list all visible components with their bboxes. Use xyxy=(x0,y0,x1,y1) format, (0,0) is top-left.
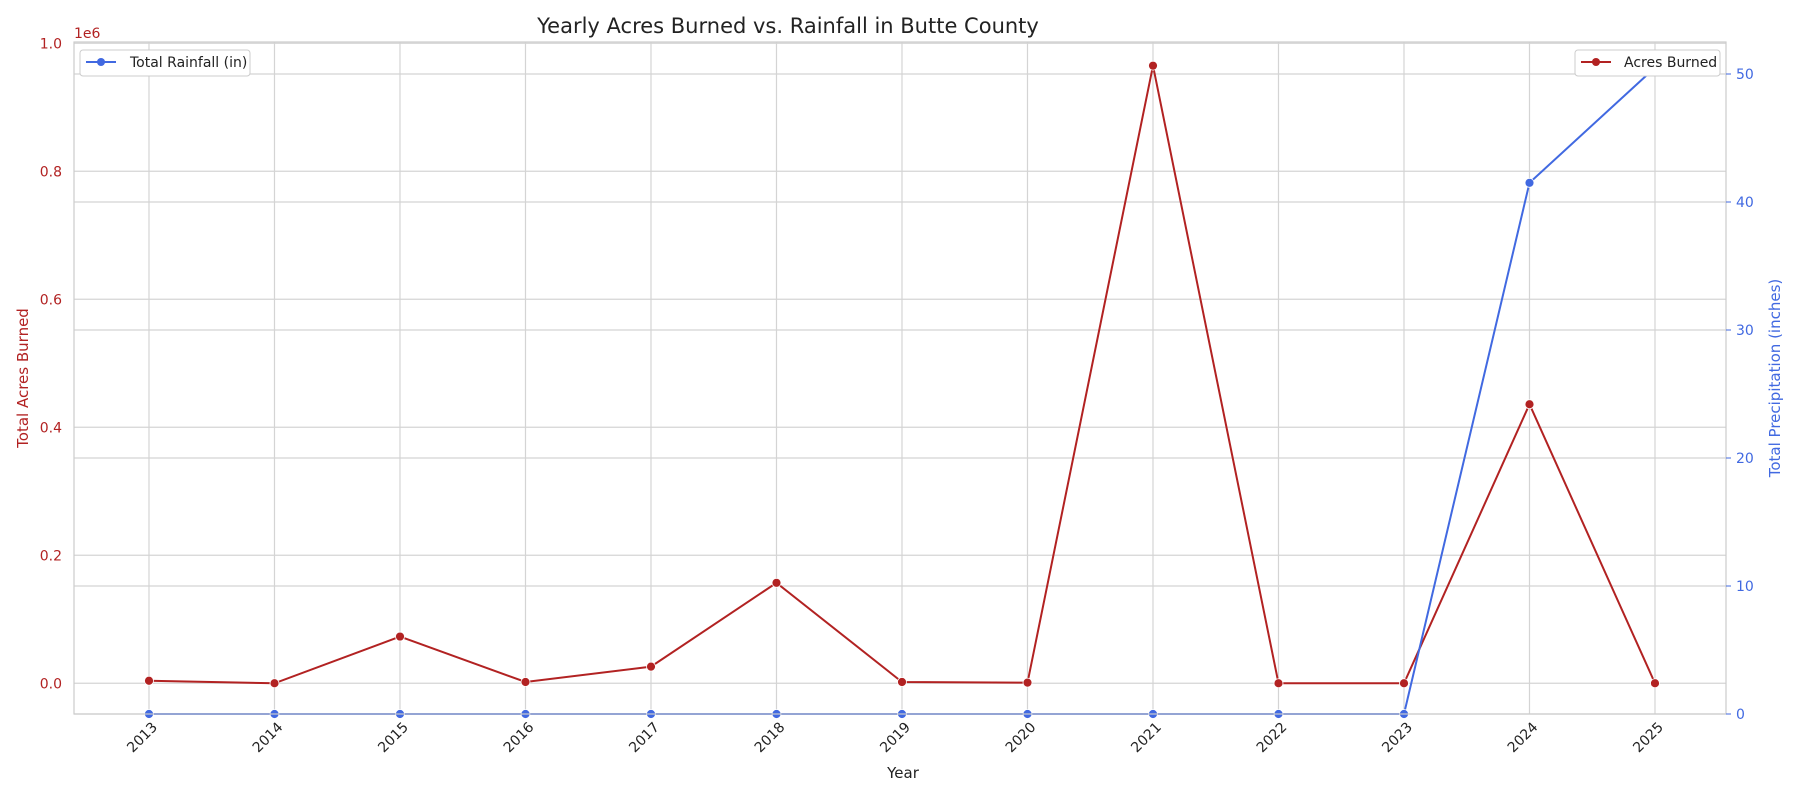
right-tick-label: 0 xyxy=(1736,707,1745,723)
acres-burned-point xyxy=(1524,399,1535,410)
x-tick-label: 2024 xyxy=(1505,719,1542,756)
x-tick-label: 2014 xyxy=(250,719,287,756)
legend-acres-marker xyxy=(1592,58,1600,66)
left-tick-label: 0.4 xyxy=(40,420,62,436)
x-tick-label: 2016 xyxy=(501,719,538,756)
legend-rainfall: Total Rainfall (in) xyxy=(79,49,251,77)
grid xyxy=(74,42,1726,715)
plot-frame xyxy=(73,41,1727,715)
right-tick-label: 10 xyxy=(1736,579,1754,595)
acres-burned-point xyxy=(1148,60,1158,71)
right-tick-label: 20 xyxy=(1736,451,1754,467)
acres-burned-point xyxy=(395,631,405,642)
left-tick-label: 0.6 xyxy=(40,292,62,308)
x-tick-label: 2021 xyxy=(1128,720,1165,757)
legend-rainfall-label: Total Rainfall (in) xyxy=(129,55,247,71)
legend-rainfall-marker xyxy=(97,58,105,66)
acres-burned-point xyxy=(1650,678,1660,689)
acres-burned-point xyxy=(144,675,154,686)
left-axis-label: Total Acres Burned xyxy=(14,308,32,449)
x-tick-label: 2022 xyxy=(1254,720,1291,757)
x-tick-label: 2013 xyxy=(124,720,161,757)
legend-acres-label: Acres Burned xyxy=(1624,55,1717,71)
x-tick-label: 2015 xyxy=(375,720,412,757)
left-axis-offset-label: 1e6 xyxy=(74,26,101,42)
right-tick-label: 50 xyxy=(1736,67,1754,83)
legend-acres: Acres Burned xyxy=(1574,49,1721,77)
acres-burned-point xyxy=(520,677,531,687)
chart-title: Yearly Acres Burned vs. Rainfall in Butt… xyxy=(536,14,1039,38)
total-rainfall-point xyxy=(1524,177,1535,188)
tick-labels: 2013 2014 2015 2016 2017 2018 2019 2020 2021 2022… xyxy=(40,36,1754,756)
acres-burned-point xyxy=(1022,677,1033,688)
left-tick-label: 0.2 xyxy=(40,548,62,564)
right-tick-label: 30 xyxy=(1736,323,1754,339)
x-tick-label: 2020 xyxy=(1003,720,1040,757)
acres-burned-point xyxy=(1399,678,1409,689)
x-tick-label: 2018 xyxy=(752,720,789,757)
right-tick-label: 40 xyxy=(1736,195,1754,211)
acres-burned-point xyxy=(897,677,907,687)
acres-burned-point xyxy=(646,661,656,672)
x-tick-label: 2017 xyxy=(626,720,663,757)
x-tick-label: 2019 xyxy=(877,720,914,757)
acres-burned-point xyxy=(1273,678,1284,689)
x-tick-label: 2023 xyxy=(1379,720,1416,757)
acres-burned-point xyxy=(771,577,782,588)
left-tick-label: 1.0 xyxy=(40,36,62,52)
right-axis-label: Total Precipitation (inches) xyxy=(1766,279,1784,479)
left-tick-label: 0.8 xyxy=(40,164,62,180)
left-tick-label: 0.0 xyxy=(40,676,62,692)
x-tick-label: 2025 xyxy=(1630,720,1667,757)
x-axis-label: Year xyxy=(886,764,920,782)
acres-burned-point xyxy=(269,678,280,689)
